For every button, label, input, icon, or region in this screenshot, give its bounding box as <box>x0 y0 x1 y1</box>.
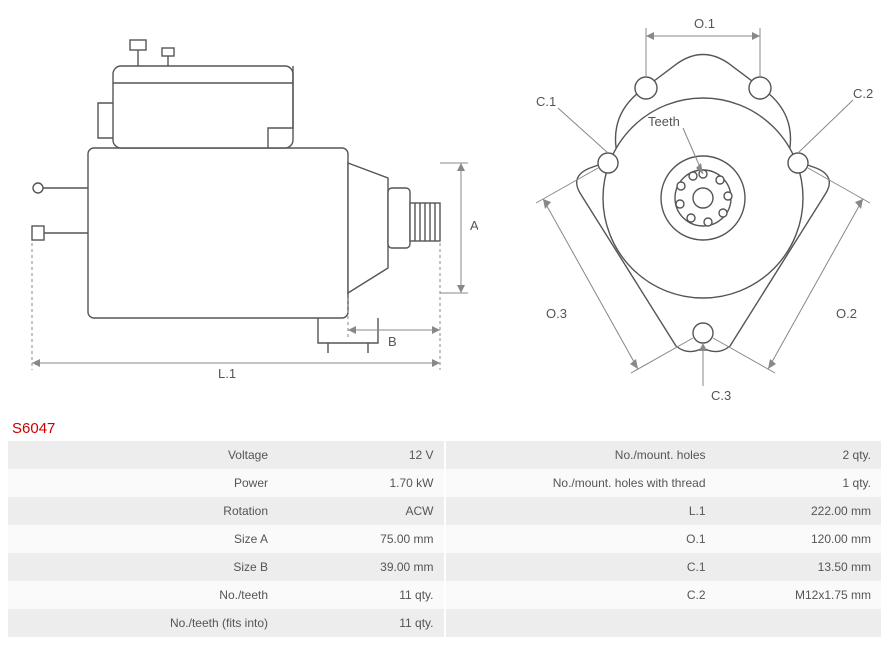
spec-value: M12x1.75 mm <box>716 581 882 609</box>
table-row: Voltage12 V <box>8 441 444 469</box>
table-row: No./teeth (fits into)11 qty. <box>8 609 444 637</box>
spec-value: 222.00 mm <box>716 497 882 525</box>
dim-label-teeth: Teeth <box>648 114 680 129</box>
table-row: RotationACW <box>8 497 444 525</box>
table-row: C.113.50 mm <box>446 553 882 581</box>
spec-table-left: Voltage12 VPower1.70 kWRotationACWSize A… <box>8 441 444 637</box>
table-row <box>446 609 882 637</box>
table-row: No./mount. holes2 qty. <box>446 441 882 469</box>
table-row: L.1222.00 mm <box>446 497 882 525</box>
dim-label-o2: O.2 <box>836 306 857 321</box>
dim-label-l1: L.1 <box>218 366 236 378</box>
table-row: Size A75.00 mm <box>8 525 444 553</box>
spec-label <box>446 609 716 637</box>
spec-table-right: No./mount. holes2 qty.No./mount. holes w… <box>446 441 882 637</box>
spec-label: Size B <box>8 553 278 581</box>
spec-value: 1.70 kW <box>278 469 444 497</box>
spec-label: No./teeth (fits into) <box>8 609 278 637</box>
spec-value: 120.00 mm <box>716 525 882 553</box>
dim-label-c3: C.3 <box>711 388 731 403</box>
dim-label-a: A <box>470 218 478 233</box>
table-row: C.2M12x1.75 mm <box>446 581 882 609</box>
table-row: Size B39.00 mm <box>8 553 444 581</box>
dim-label-c2: C.2 <box>853 86 873 101</box>
diagrams-row: A B L.1 <box>8 8 881 408</box>
spec-label: No./teeth <box>8 581 278 609</box>
spec-label: C.1 <box>446 553 716 581</box>
spec-label: L.1 <box>446 497 716 525</box>
table-row: No./mount. holes with thread1 qty. <box>446 469 882 497</box>
spec-label: No./mount. holes <box>446 441 716 469</box>
dim-label-c1: C.1 <box>536 94 556 109</box>
spec-label: Power <box>8 469 278 497</box>
table-row: O.1120.00 mm <box>446 525 882 553</box>
table-row: No./teeth11 qty. <box>8 581 444 609</box>
spec-label: Size A <box>8 525 278 553</box>
table-row: Power1.70 kW <box>8 469 444 497</box>
spec-value: 11 qty. <box>278 609 444 637</box>
spec-value: 2 qty. <box>716 441 882 469</box>
spec-value: 39.00 mm <box>278 553 444 581</box>
spec-label: O.1 <box>446 525 716 553</box>
part-number: S6047 <box>12 420 881 437</box>
spec-label: C.2 <box>446 581 716 609</box>
front-view-diagram: O.1 C.1 C.2 C.3 Teeth <box>518 8 888 408</box>
spec-tables: Voltage12 VPower1.70 kWRotationACWSize A… <box>8 441 881 637</box>
dim-label-o3: O.3 <box>546 306 567 321</box>
spec-label: Rotation <box>8 497 278 525</box>
spec-value: ACW <box>278 497 444 525</box>
spec-value <box>716 609 882 637</box>
spec-value: 13.50 mm <box>716 553 882 581</box>
spec-label: No./mount. holes with thread <box>446 469 716 497</box>
spec-label: Voltage <box>8 441 278 469</box>
spec-value: 75.00 mm <box>278 525 444 553</box>
spec-value: 1 qty. <box>716 469 882 497</box>
spec-value: 11 qty. <box>278 581 444 609</box>
dim-label-b: B <box>388 334 397 349</box>
spec-value: 12 V <box>278 441 444 469</box>
side-view-diagram: A B L.1 <box>18 8 478 408</box>
dim-label-o1: O.1 <box>694 16 715 31</box>
